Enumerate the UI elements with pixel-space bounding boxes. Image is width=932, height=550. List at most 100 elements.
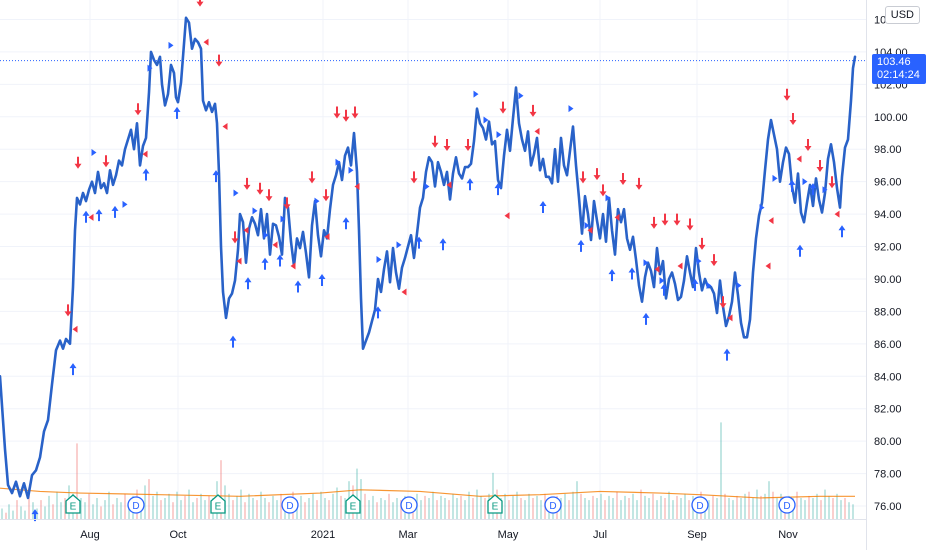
volume-bar [396,498,398,519]
dividend-marker-letter: D [286,501,293,512]
volume-bar [276,500,278,519]
sell-triangle-icon [72,325,78,333]
volume-bar [600,493,602,519]
buy-arrow-shape [838,225,846,238]
currency-badge[interactable]: USD [884,6,920,24]
volume-bar [364,493,366,519]
volume-bar [5,512,7,519]
grid [0,0,866,519]
volume-bar [116,498,118,519]
sell-arrow-icon [322,189,330,202]
volume-bar [280,493,282,519]
dividend-marker[interactable]: D [544,496,562,514]
earnings-marker[interactable]: E [487,494,503,514]
volume-bar [328,500,330,519]
volume-bar [40,500,42,519]
volume-bar [484,498,486,519]
volume-bar [272,495,274,519]
volume-bar [124,493,126,519]
volume-bar [96,498,98,519]
buy-arrow-icon [318,273,326,286]
buy-arrow-icon [95,209,103,222]
buy-arrow-shape [95,209,103,222]
buy-triangle-icon [335,158,341,166]
earnings-marker[interactable]: E [210,494,226,514]
volume-bar [576,481,578,519]
earnings-marker[interactable]: E [65,494,81,514]
price-axis[interactable]: 76.00 78.00 80.00 82.00 84.00 86.00 88.00 90.00… [874,14,908,513]
volume-bar [268,502,270,519]
volume-bar [632,493,634,519]
sell-triangle-icon [654,265,660,273]
volume-bar [80,498,82,519]
volume-bar [100,506,102,519]
volume-bar [244,502,246,519]
volume-bar [344,498,346,519]
volume-bar [760,495,762,519]
time-tick-label: Nov [778,529,798,541]
dividend-marker[interactable]: D [778,496,796,514]
buy-arrow-icon [577,239,585,252]
sell-triangle-icon [354,183,360,191]
volume-bar [516,491,518,519]
buy-arrow-icon [838,225,846,238]
volume-bar [812,498,814,519]
volume-bar [468,491,470,519]
volume-bar [580,493,582,519]
volume-bar [316,500,318,519]
earnings-marker-letter: E [215,502,222,513]
volume-bar [620,500,622,519]
volume-bar [756,489,758,519]
volume-bar [196,498,198,519]
volume-bar [420,500,422,519]
time-axis[interactable]: Aug Oct 2021 Mar May Jul Sep Nov [80,529,798,541]
buy-arrow-shape [111,205,119,218]
volume-bar [376,502,378,519]
event-markers: E E E ED D D D D D [65,494,796,514]
volume-bar [480,495,482,519]
dividend-marker[interactable]: D [281,496,299,514]
buy-arrow-shape [691,278,699,291]
volume-bar [152,495,154,519]
last-price-tag: 103.46 02:14:24 [872,53,926,84]
volume-bar [428,498,430,519]
volume-bar [252,498,254,519]
volume-bar [200,493,202,519]
dividend-marker[interactable]: D [400,496,418,514]
volume-bar [840,500,842,519]
price-tick-label: 96.00 [874,177,902,189]
sell-triangle-icon [534,127,540,135]
volume-bar [392,502,394,519]
volume-bar [120,502,122,519]
buy-arrow-shape [796,244,804,257]
volume-bar [820,500,822,519]
dividend-marker[interactable]: D [691,496,709,514]
buy-arrow-icon [809,183,817,196]
sell-triangle-icon [614,213,620,221]
volume-bar [592,495,594,519]
time-tick-label: Oct [169,529,186,541]
volume-bar [188,489,190,519]
sell-arrow-icon [333,106,341,119]
volume-bar [60,502,62,519]
earnings-marker-shape [487,494,503,514]
volume-bar [164,498,166,519]
sell-triangle-icon [88,213,94,221]
volume-bar [356,468,358,519]
dividend-marker[interactable]: D [127,496,145,514]
sell-triangle-icon [290,262,296,270]
price-tick-label: 78.00 [874,469,902,481]
volume-bar [796,491,798,519]
price-tick-label: 88.00 [874,306,902,318]
buy-triangle-icon [233,189,239,197]
earnings-marker[interactable]: E [345,494,361,514]
bar-countdown: 02:14:24 [877,68,920,81]
volume-bar [728,498,730,519]
sell-arrow-shape [579,171,587,184]
buy-arrow-shape [494,183,502,196]
time-tick-label: Sep [687,529,707,541]
buy-arrow-shape [788,179,796,192]
volume-bar [808,495,810,519]
